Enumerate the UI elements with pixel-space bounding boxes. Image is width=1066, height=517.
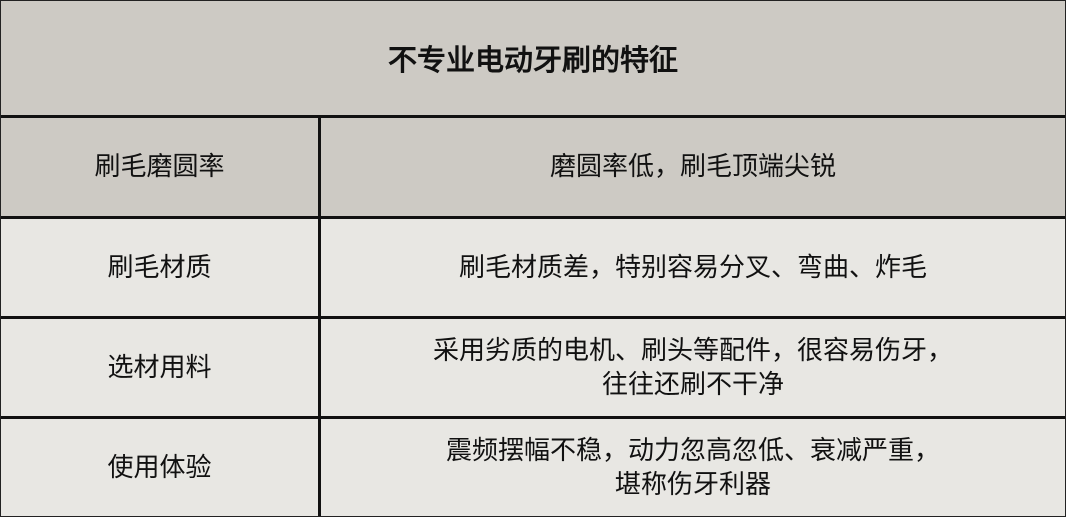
row-description: 震频摆幅不稳，动力忽高忽低、衰减严重， 堪称伤牙利器	[445, 435, 940, 500]
row-label: 使用体验	[1, 419, 321, 516]
row-label: 选材用料	[1, 319, 321, 416]
table-row: 使用体验 震频摆幅不稳，动力忽高忽低、衰减严重， 堪称伤牙利器	[1, 419, 1065, 516]
table-row: 选材用料 采用劣质的电机、刷头等配件，很容易伤牙， 往往还刷不干净	[1, 319, 1065, 419]
row-description: 刷毛材质差，特别容易分叉、弯曲、炸毛	[458, 252, 927, 283]
row-description: 磨圆率低，刷毛顶端尖锐	[549, 152, 836, 182]
row-label: 刷毛材质	[1, 219, 321, 316]
row-label: 刷毛磨圆率	[1, 118, 321, 216]
table-row: 刷毛材质 刷毛材质差，特别容易分叉、弯曲、炸毛	[1, 219, 1065, 319]
row-description: 采用劣质的电机、刷头等配件，很容易伤牙， 往往还刷不干净	[432, 335, 953, 400]
table-title: 不专业电动牙刷的特征	[1, 1, 1065, 118]
table-row: 刷毛磨圆率 磨圆率低，刷毛顶端尖锐	[1, 118, 1065, 219]
